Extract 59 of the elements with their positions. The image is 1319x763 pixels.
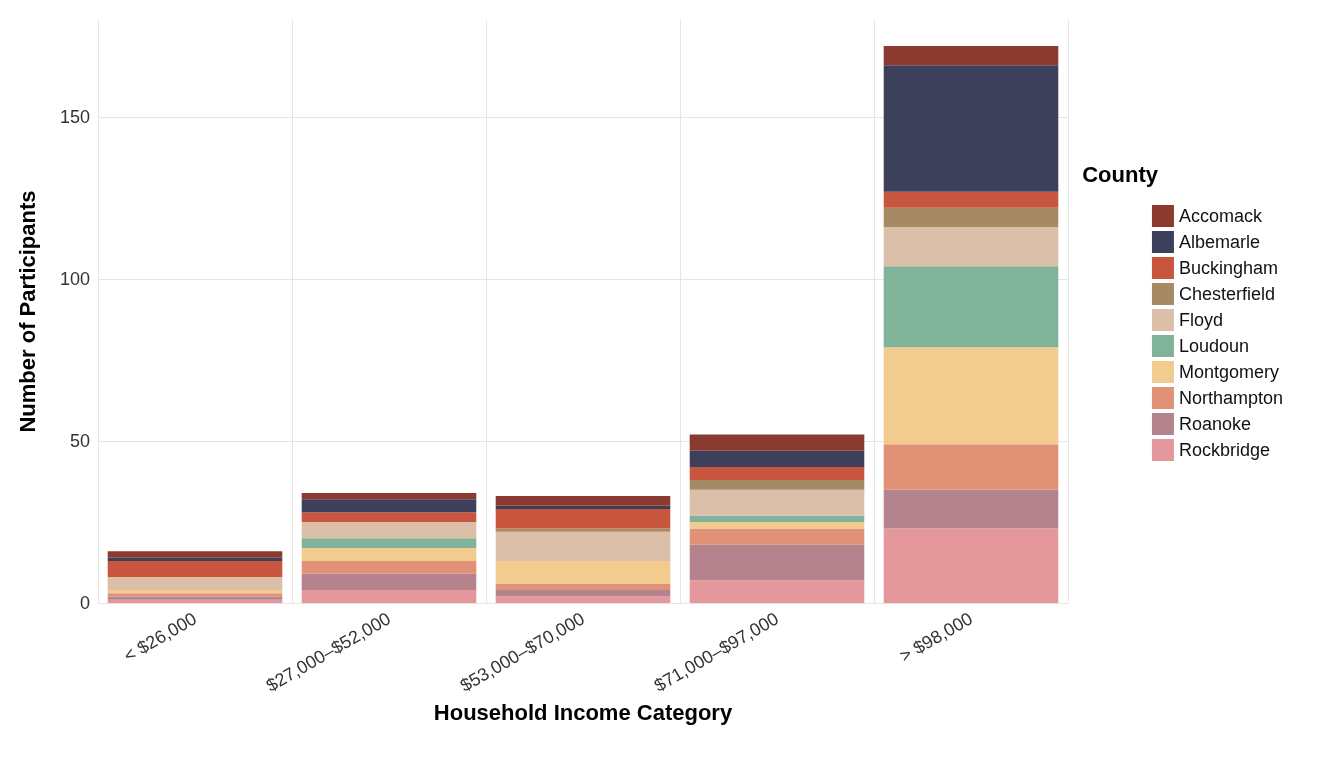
bar <box>689 544 865 581</box>
bar <box>107 551 283 558</box>
bar <box>301 538 477 548</box>
legend-title: County <box>1082 161 1159 187</box>
y-axis-title: Number of Participants <box>14 190 40 433</box>
bar <box>495 528 671 532</box>
y-tick-label: 100 <box>59 269 90 290</box>
bar <box>107 557 283 561</box>
legend-label: Northampton <box>1178 388 1284 408</box>
bar <box>883 528 1059 603</box>
bar <box>495 560 671 584</box>
bar <box>883 347 1059 445</box>
bar <box>301 512 477 523</box>
bar <box>689 466 865 480</box>
bar <box>689 450 865 467</box>
legend-label: Montgomery <box>1178 362 1279 382</box>
bar <box>495 590 671 597</box>
legend-label: Buckingham <box>1178 258 1279 278</box>
legend-label: Loudoun <box>1178 336 1250 356</box>
bar <box>107 560 283 578</box>
bar <box>301 499 477 513</box>
y-tick-label: 50 <box>69 431 90 452</box>
bar <box>883 191 1059 208</box>
bar <box>107 577 283 591</box>
legend-label: Roanoke <box>1178 414 1252 434</box>
bar <box>301 522 477 539</box>
bar <box>883 227 1059 267</box>
bar <box>495 531 671 561</box>
bar <box>883 45 1059 66</box>
bar <box>301 547 477 561</box>
legend-label: Chesterfield <box>1178 284 1275 304</box>
bar <box>689 489 865 516</box>
bar <box>301 560 477 574</box>
bar <box>883 65 1059 192</box>
legend-label: Accomack <box>1178 206 1263 226</box>
bar <box>301 590 477 603</box>
bar <box>495 596 671 603</box>
bar <box>689 434 865 451</box>
bar <box>495 509 671 529</box>
legend-label: Floyd <box>1178 310 1223 330</box>
bar <box>883 207 1059 228</box>
bar <box>495 505 671 510</box>
bar <box>301 573 477 591</box>
bar <box>689 528 865 545</box>
bar <box>883 266 1059 348</box>
bar <box>689 522 865 529</box>
bar <box>883 489 1059 529</box>
y-tick-label: 150 <box>59 107 90 128</box>
bar <box>883 444 1059 490</box>
x-axis-title: Household Income Category <box>433 699 733 725</box>
bar <box>689 479 865 490</box>
legend-label: Albemarle <box>1178 232 1260 252</box>
bar <box>689 580 865 603</box>
bar <box>495 583 671 591</box>
bar <box>301 492 477 500</box>
y-tick-label: 0 <box>79 593 90 613</box>
bar <box>689 515 865 523</box>
bar <box>495 496 671 506</box>
legend-label: Rockbridge <box>1178 440 1270 460</box>
